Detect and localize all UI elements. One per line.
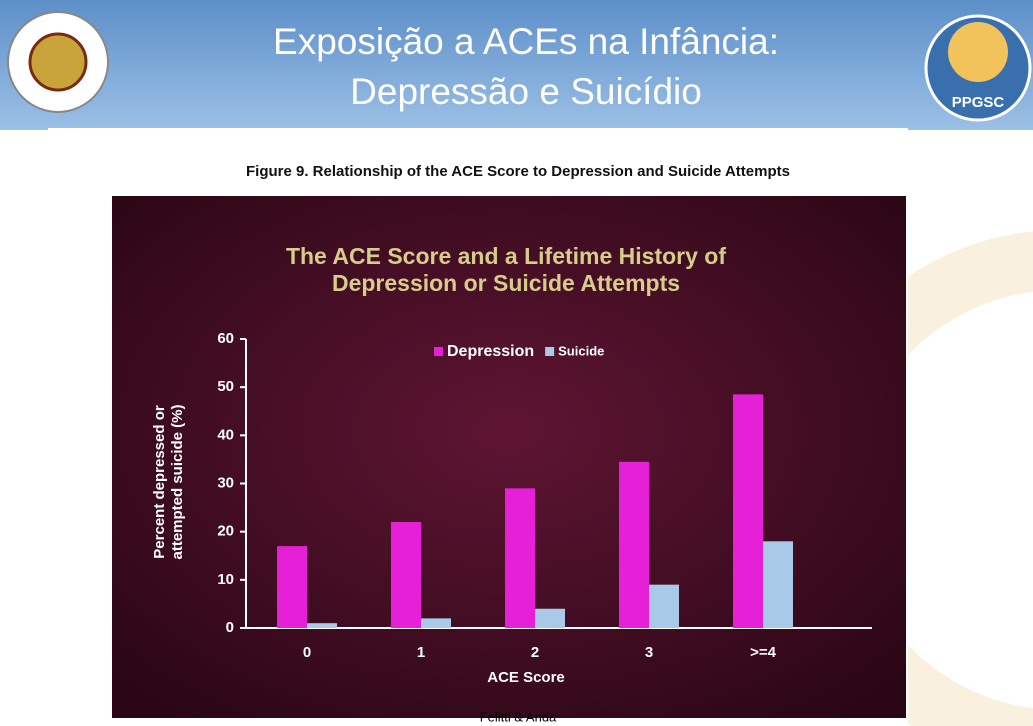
y-tick-label: 50 xyxy=(217,378,234,395)
right-logo-text: PPGSC xyxy=(952,94,1005,111)
legend-swatch xyxy=(434,347,443,356)
bar xyxy=(619,461,649,628)
slide-title: Exposição a ACEs na Infância: xyxy=(273,21,779,62)
y-tick-label: 30 xyxy=(217,474,234,491)
chart-title: The ACE Score and a Lifetime History of xyxy=(286,243,726,269)
header-band xyxy=(0,0,1033,130)
x-tick-label: 3 xyxy=(645,644,653,661)
legend-swatch xyxy=(545,347,555,356)
chart-title: Depression or Suicide Attempts xyxy=(332,270,680,296)
chart-background xyxy=(112,196,906,718)
bar xyxy=(421,618,451,628)
x-axis-label: ACE Score xyxy=(487,669,565,686)
y-tick-label: 60 xyxy=(217,330,234,347)
bar xyxy=(391,522,421,628)
footer: Felitti & Anda xyxy=(480,709,557,724)
legend-label: Suicide xyxy=(558,343,604,358)
x-tick-label: 1 xyxy=(417,644,425,661)
x-tick-label: >=4 xyxy=(750,644,777,661)
x-tick-label: 0 xyxy=(303,644,311,661)
bar xyxy=(733,394,763,628)
right-logo-figures xyxy=(948,22,1008,82)
left-logo-crest xyxy=(28,32,88,92)
figure-caption: Figure 9. Relationship of the ACE Score … xyxy=(246,163,790,180)
bar xyxy=(535,608,565,628)
y-tick-label: 20 xyxy=(217,523,234,540)
bar xyxy=(763,541,793,628)
x-tick-label: 2 xyxy=(531,644,539,661)
y-tick-label: 10 xyxy=(217,571,234,588)
y-tick-label: 40 xyxy=(217,426,234,443)
y-axis-label: attempted suicide (%) xyxy=(169,404,186,559)
legend-label: Depression xyxy=(447,343,534,360)
bar xyxy=(505,488,535,628)
bar xyxy=(277,546,307,628)
bar xyxy=(649,584,679,628)
y-axis-label: Percent depressed or xyxy=(151,405,168,559)
y-tick-label: 0 xyxy=(226,619,234,636)
slide-title: Depressão e Suicídio xyxy=(350,71,702,112)
bar xyxy=(307,623,337,628)
